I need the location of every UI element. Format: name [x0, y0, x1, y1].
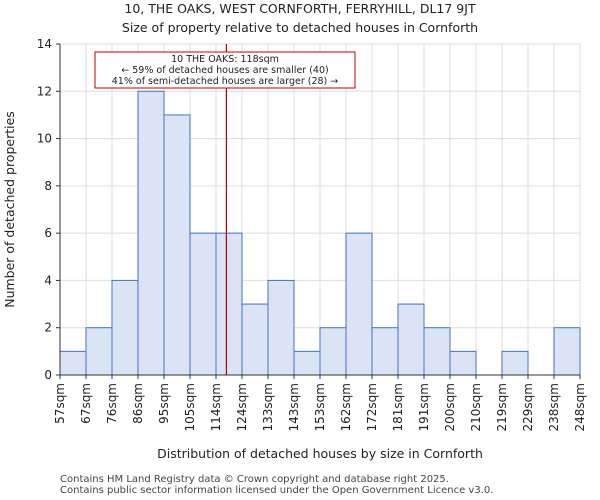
- footer-line-1: Contains HM Land Registry data © Crown c…: [60, 474, 449, 485]
- bar: [59, 350, 87, 376]
- chart-title: 10, THE OAKS, WEST CORNFORTH, FERRYHILL,…: [124, 1, 476, 16]
- footer-line-2: Contains public sector information licen…: [60, 485, 494, 496]
- x-tick-label: 86sqm: [131, 383, 145, 424]
- y-tick-label: 2: [44, 321, 52, 335]
- bar: [215, 232, 243, 376]
- y-tick-label: 0: [44, 368, 52, 382]
- x-tick-label: 95sqm: [157, 383, 171, 424]
- x-tick-label: 57sqm: [53, 383, 67, 424]
- x-tick-label: 133sqm: [261, 383, 275, 431]
- bar: [345, 232, 373, 376]
- x-tick-label: 76sqm: [105, 383, 119, 424]
- x-tick-label: 181sqm: [391, 383, 405, 431]
- bar: [163, 114, 191, 376]
- annotation-rect: [94, 51, 356, 89]
- bar: [111, 279, 139, 376]
- grid-lines: [59, 43, 581, 376]
- chart-subtitle: Size of property relative to detached ho…: [121, 20, 479, 35]
- bar: [423, 327, 451, 376]
- y-tick-label: 12: [37, 84, 52, 98]
- annotation-line-3: 41% of semi-detached houses are larger (…: [112, 76, 339, 87]
- x-axis-label: Distribution of detached houses by size …: [157, 446, 483, 461]
- bar: [267, 279, 295, 376]
- x-tick-label: 238sqm: [547, 383, 561, 431]
- x-tick-label: 143sqm: [287, 383, 301, 431]
- annotation-line-1: 10 THE OAKS: 118sqm: [171, 54, 279, 65]
- bar: [371, 327, 399, 376]
- bar: [293, 350, 321, 376]
- x-tick-label: 191sqm: [417, 383, 431, 431]
- y-ticks: 0 2 4 6 8 10 12 14: [37, 37, 60, 382]
- x-tick-label: 219sqm: [495, 383, 509, 431]
- x-tick-label: 105sqm: [183, 383, 197, 431]
- annotation-box: 10 THE OAKS: 118sqm ← 59% of detached ho…: [94, 51, 356, 89]
- x-tick-label: 114sqm: [209, 383, 223, 431]
- x-tick-label: 153sqm: [313, 383, 327, 431]
- y-tick-label: 8: [44, 179, 52, 193]
- bar: [189, 232, 217, 376]
- bars: [59, 90, 581, 376]
- y-tick-label: 10: [37, 132, 52, 146]
- y-tick-label: 4: [44, 273, 52, 287]
- y-axis-label: Number of detached properties: [2, 111, 17, 308]
- x-tick-label: 210sqm: [469, 383, 483, 431]
- bar: [449, 350, 477, 376]
- bar: [397, 303, 425, 376]
- bar: [553, 327, 581, 376]
- x-tick-label: 124sqm: [235, 383, 249, 431]
- bar: [241, 303, 269, 376]
- x-tick-label: 200sqm: [443, 383, 457, 431]
- bar: [501, 350, 529, 376]
- x-tick-label: 229sqm: [521, 383, 535, 431]
- annotation-line-2: ← 59% of detached houses are smaller (40…: [121, 65, 328, 76]
- bar: [137, 90, 165, 376]
- x-tick-label: 67sqm: [79, 383, 93, 424]
- bar: [85, 327, 113, 376]
- y-tick-label: 14: [37, 37, 52, 51]
- x-tick-label: 248sqm: [573, 383, 587, 431]
- bar: [319, 327, 347, 376]
- x-tick-label: 162sqm: [339, 383, 353, 431]
- x-ticks: 57sqm 67sqm 76sqm 86sqm 95sqm 105sqm 114sqm 124…: [53, 375, 587, 431]
- y-tick-label: 6: [44, 226, 52, 240]
- x-tick-label: 172sqm: [365, 383, 379, 431]
